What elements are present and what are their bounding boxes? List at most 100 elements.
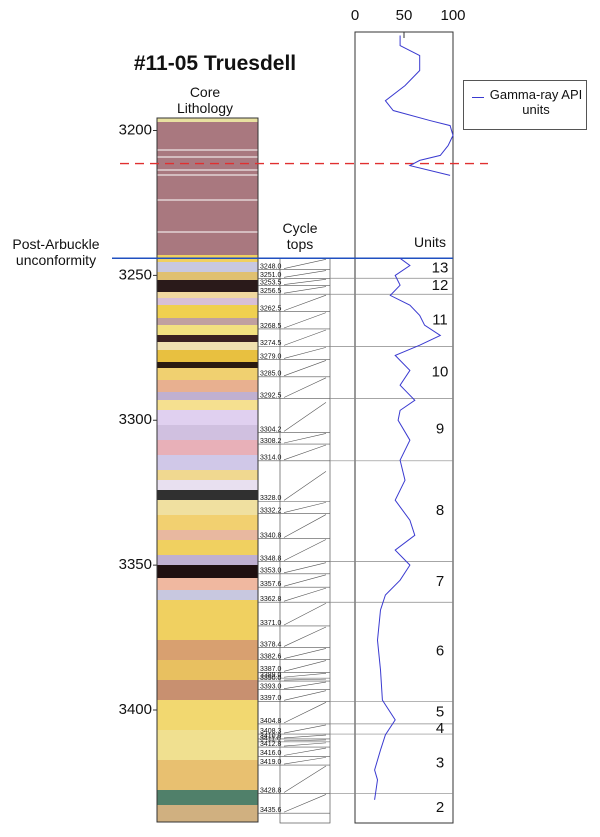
cycle-top-label: 3390.0 [260,675,282,682]
cycle-diagonal [283,471,327,501]
cycle-diagonal [283,765,327,793]
cycle-top-label: 3251.0 [260,272,282,279]
cycle-top-label: 3419.0 [260,759,282,766]
lithology-band [157,262,258,272]
cycle-diagonal [283,514,327,538]
unit-label: 5 [436,704,444,721]
unit-label: 7 [436,573,444,590]
lithology-band [157,350,258,362]
cycle-top-label: 3357.6 [260,581,282,588]
cycle-diagonal [283,433,327,444]
cycle-diagonal [283,724,327,734]
cycle-diagonal [283,681,327,690]
cycle-diagonal [283,347,327,359]
lithology-band [157,280,258,292]
y-tick-label: 3350 [119,556,152,573]
lithology-band [157,760,258,790]
x-tick-label: 100 [440,7,465,24]
lithology-band [157,700,258,730]
lithology-band [157,530,258,540]
cycle-diagonal [283,502,327,513]
lithology-band [157,400,258,410]
cycle-top-label: 3435.6 [260,807,282,814]
unit-label: 6 [436,643,444,660]
unit-label: 13 [432,259,449,276]
cycle-diagonal [283,648,327,659]
cycle-diagonal [283,587,327,602]
cycle-top-label: 3340.8 [260,532,282,539]
lithology-frame [156,117,259,823]
cycle-diagonal [283,757,327,765]
lithology-band [157,600,258,640]
lithology-band [157,325,258,335]
lithology-band [157,680,258,700]
lithology-band [157,298,258,305]
lithology-band [157,380,258,392]
legend: Gamma-ray API units [463,80,587,130]
cycle-frame [279,257,331,824]
cycle-diagonal [283,602,327,626]
cycle-top-label: 3256.5 [260,288,282,295]
lithology-band [157,362,258,368]
cycle-diagonal [283,360,327,377]
cycle-diagonal [283,690,327,701]
cycle-top-label: 3285.0 [260,371,282,378]
lithology-band [157,410,258,425]
lithology-band [157,305,258,318]
x-tick-label: 50 [396,7,413,24]
cycle-top-label: 3292.5 [260,392,282,399]
lithology-band [157,368,258,380]
cycle-top-label: 3387.0 [260,666,282,673]
cycle-top-label: 3411.0 [260,736,281,743]
unit-label: 10 [432,363,449,380]
cycle-top-label: 3328.0 [260,495,282,502]
lithology-band [157,490,258,500]
unit-label: 11 [432,311,448,328]
cycle-top-label: 3332.2 [260,507,282,514]
unit-label: 4 [436,720,444,737]
cycle-diagonal [283,739,327,742]
cycle-diagonal [283,294,327,311]
cycle-top-label: 3262.5 [260,305,282,312]
cycle-diagonal [283,794,327,813]
cycle-top-label: 3412.8 [260,741,282,748]
cycle-top-label: 3274.5 [260,340,282,347]
cycle-label: Cycle tops [282,220,318,253]
lithology-band [157,118,258,122]
cycle-top-label: 3393.0 [260,684,282,691]
cycle-diagonal [283,286,327,294]
cycle-diagonal [283,702,327,724]
lithology-band [157,292,258,298]
cycle-diagonal [283,574,327,587]
cycle-top-label: 3378.4 [260,641,282,648]
core-label: Core Lithology [176,84,234,117]
cycle-top-label: 3416.0 [260,750,282,757]
lithology-band [157,730,258,760]
annotation: Post-Arbuckle unconformity [12,236,100,269]
lithology-band [157,425,258,440]
cycle-top-label: 3410.0 [260,733,282,740]
cycle-diagonal [283,626,327,647]
cycle-top-label: 3408.3 [260,728,282,735]
cycle-diagonal [283,673,327,678]
y-tick-label: 3400 [119,701,152,718]
y-tick-label: 3250 [119,266,152,283]
cycle-diagonal [283,278,327,285]
lithology-band [157,122,258,255]
cycle-diagonal [283,562,327,574]
cycle-diagonal [283,742,327,747]
cycle-diagonal [283,734,327,739]
unit-label: 3 [436,755,444,772]
cycle-diagonal [283,678,327,681]
lithology-band [157,805,258,822]
lithology-band [157,335,258,342]
cycle-top-label: 3353.0 [260,568,282,575]
unit-label: 9 [436,421,444,438]
lithology-band [157,342,258,350]
chart-title: #11-05 Truesdell [133,52,297,75]
cycle-top-label: 3404.8 [260,718,282,725]
lithology-band [157,272,258,280]
legend-label: Gamma-ray API units [489,87,583,117]
cycle-diagonal [283,270,327,278]
